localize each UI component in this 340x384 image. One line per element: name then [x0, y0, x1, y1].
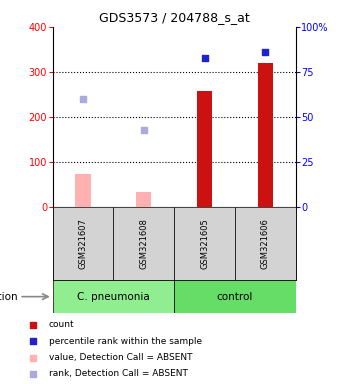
- Text: control: control: [217, 291, 253, 302]
- Bar: [197, 91, 212, 207]
- Bar: [174, 207, 235, 280]
- Bar: [136, 192, 151, 207]
- Bar: [53, 280, 174, 313]
- Text: GSM321608: GSM321608: [139, 218, 148, 269]
- Point: [30, 354, 36, 361]
- Point: [80, 96, 86, 102]
- Bar: [53, 207, 114, 280]
- Text: GSM321606: GSM321606: [261, 218, 270, 269]
- Text: C. pneumonia: C. pneumonia: [77, 291, 150, 302]
- Point: [30, 371, 36, 377]
- Point: [30, 338, 36, 344]
- Bar: [75, 174, 91, 207]
- Text: percentile rank within the sample: percentile rank within the sample: [49, 337, 202, 346]
- Point: [263, 49, 268, 55]
- Point: [30, 322, 36, 328]
- Point: [202, 55, 207, 61]
- Bar: [235, 207, 296, 280]
- Bar: [258, 63, 273, 207]
- Title: GDS3573 / 204788_s_at: GDS3573 / 204788_s_at: [99, 11, 250, 24]
- Text: GSM321607: GSM321607: [79, 218, 88, 269]
- Point: [141, 127, 147, 133]
- Text: value, Detection Call = ABSENT: value, Detection Call = ABSENT: [49, 353, 192, 362]
- Bar: [114, 207, 174, 280]
- Text: rank, Detection Call = ABSENT: rank, Detection Call = ABSENT: [49, 369, 187, 378]
- Text: GSM321605: GSM321605: [200, 218, 209, 269]
- Text: count: count: [49, 321, 74, 329]
- Text: infection: infection: [0, 291, 17, 302]
- Bar: [174, 280, 296, 313]
